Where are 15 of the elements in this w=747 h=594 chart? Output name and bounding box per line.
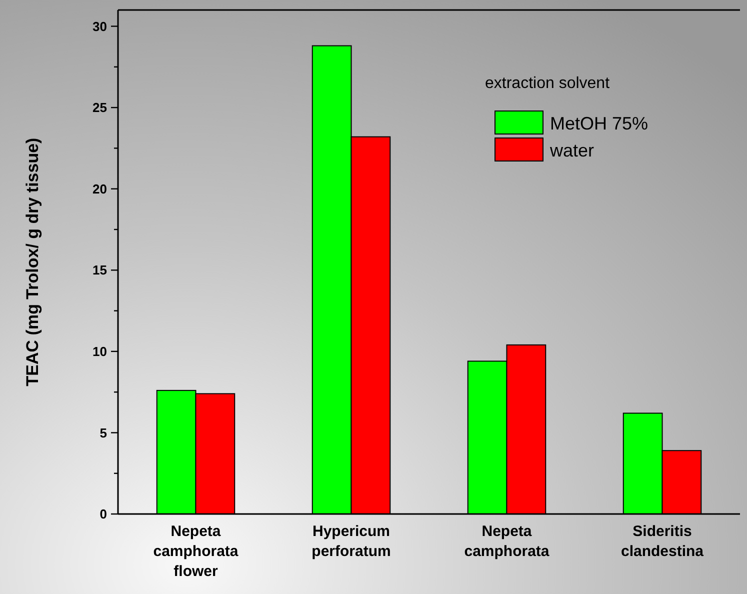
- legend-label: water: [549, 140, 594, 160]
- y-tick-label: 0: [100, 506, 107, 522]
- legend-label: MetOH 75%: [550, 113, 648, 134]
- y-tick-label: 5: [100, 425, 107, 440]
- legend-title: extraction solvent: [485, 75, 610, 92]
- y-tick-label: 10: [92, 344, 107, 359]
- y-axis-title: TEAC (mg Trolox/ g dry tissue): [23, 138, 42, 386]
- x-tick-label: Sideritis clandestina: [620, 523, 704, 560]
- y-tick-label: 15: [92, 262, 107, 278]
- y-tick-label: 20: [92, 181, 107, 196]
- y-tick-label: 30: [92, 18, 107, 34]
- x-tick-label: Hypericum perforatum: [312, 523, 391, 560]
- y-tick-label: 25: [92, 100, 107, 116]
- x-tick-label: Nepeta camphorata flower: [153, 523, 239, 580]
- x-tick-label: Nepeta camphorata: [464, 523, 550, 560]
